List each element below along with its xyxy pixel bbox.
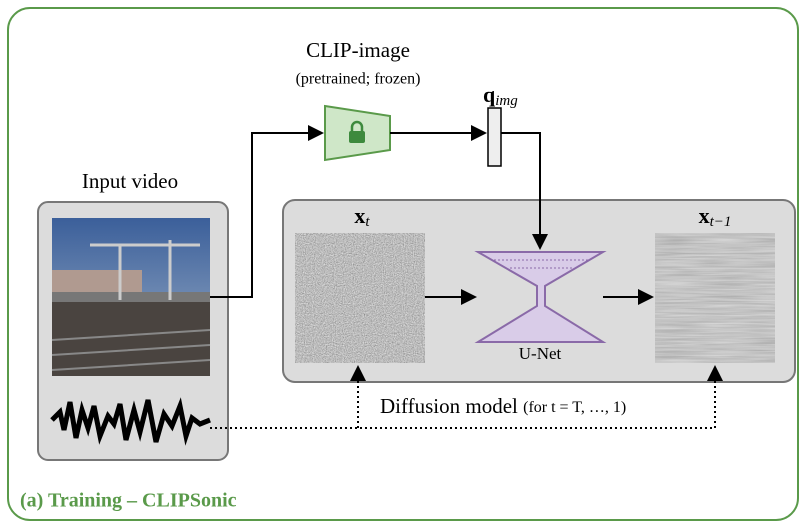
clip-subtitle: (pretrained; frozen)	[296, 71, 421, 88]
embedding-label: qimg	[483, 82, 518, 109]
denoised-spectrogram	[655, 233, 775, 363]
embedding-vector	[488, 108, 501, 166]
clip-title: CLIP-image	[306, 38, 410, 62]
diffusion-label: Diffusion model (for t = T, …, 1)	[380, 394, 626, 418]
unet-label: U-Net	[519, 344, 562, 363]
noisy-spectrogram	[295, 233, 425, 363]
input-label: Input video	[82, 169, 178, 193]
diagram: Input video CLIP-image (pretrained; froz…	[0, 0, 807, 530]
caption: (a) Training – CLIPSonic	[20, 490, 237, 512]
video-frame	[52, 218, 210, 376]
